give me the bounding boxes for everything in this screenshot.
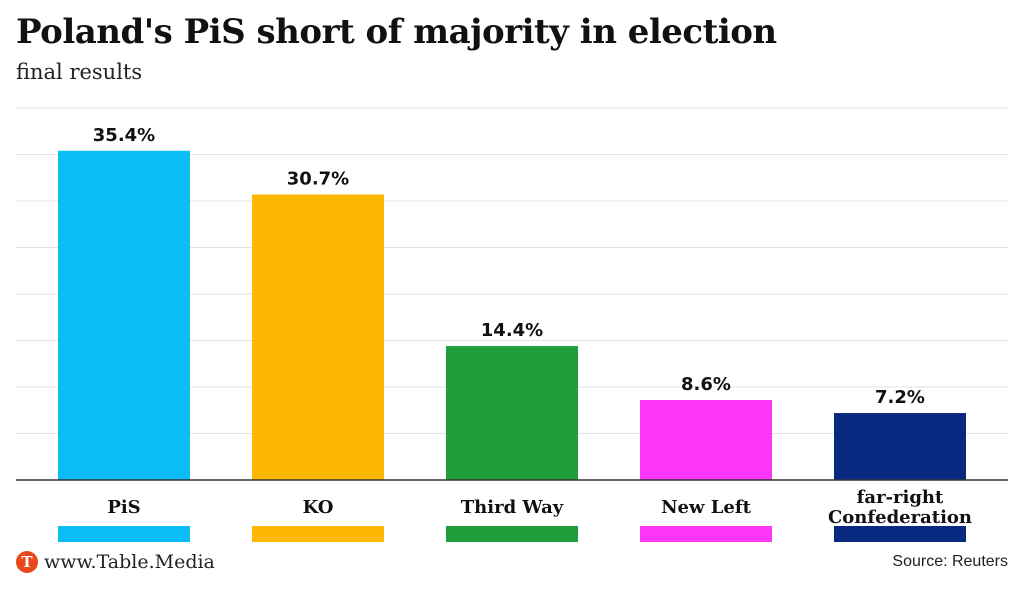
legend-swatch (446, 526, 578, 542)
category-label: Third Way (461, 497, 564, 518)
data-label: 30.7% (287, 168, 349, 189)
category-label: New Left (661, 497, 752, 518)
footer-brand: T www.Table.Media (16, 551, 215, 573)
chart-title: Poland's PiS short of majority in electi… (16, 12, 777, 52)
bar (834, 413, 966, 480)
data-label: 7.2% (875, 387, 925, 408)
chart-subtitle: final results (16, 60, 143, 84)
category-label: PiS (107, 497, 140, 518)
source-note: Source: Reuters (892, 553, 1008, 570)
site-url: www.Table.Media (44, 551, 215, 573)
legend-swatch (58, 526, 190, 542)
category-label: far-right (857, 487, 944, 508)
data-label: 14.4% (481, 320, 543, 341)
table-media-logo-icon: T (16, 551, 38, 573)
data-label: 35.4% (93, 125, 155, 146)
data-label: 8.6% (681, 374, 731, 395)
legend-swatch (252, 526, 384, 542)
legend-swatch (640, 526, 772, 542)
bar (446, 346, 578, 480)
legend-swatch (834, 526, 966, 542)
bar (252, 194, 384, 480)
category-label: Confederation (828, 507, 972, 528)
bar (58, 150, 190, 480)
bar (640, 400, 772, 480)
category-label: KO (303, 497, 334, 518)
bar-chart: 35.4% PiS 30.7% KO 14.4% Third Way 8.6% New Lef… (16, 107, 1008, 542)
